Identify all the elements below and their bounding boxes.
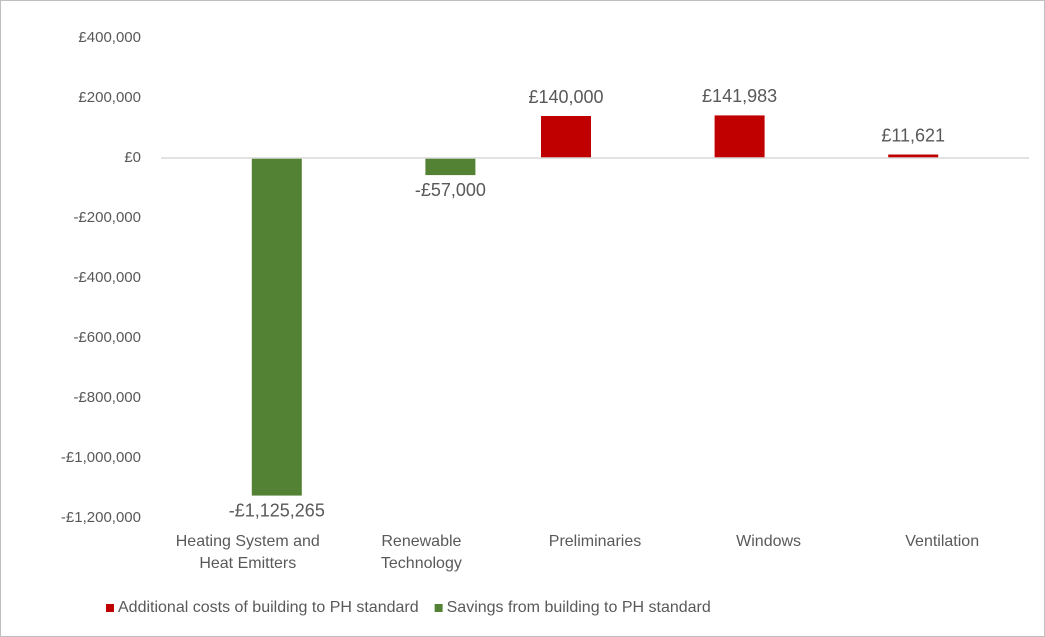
legend-swatch (106, 604, 114, 612)
data-label: -£57,000 (415, 180, 486, 200)
y-tick-label: £400,000 (78, 29, 141, 46)
x-tick-label: Heating System and Heat Emitters (175, 533, 320, 572)
data-label: -£1,125,265 (229, 500, 325, 520)
data-label: £11,621 (881, 125, 945, 145)
y-tick-label: -£1,200,000 (61, 509, 141, 526)
y-tick-label: -£600,000 (73, 329, 141, 346)
bar (888, 154, 939, 158)
x-tick-label: Ventilation (905, 533, 980, 550)
legend-swatch (434, 604, 443, 612)
x-tick-label: Renewable Technology (380, 533, 462, 572)
legend-label: Savings from building to PH standard (447, 599, 711, 616)
y-tick-label: £200,000 (78, 89, 141, 106)
x-tick-label: Preliminaries (548, 533, 642, 550)
y-tick-label: -£200,000 (73, 209, 141, 226)
y-tick-label: -£800,000 (73, 389, 141, 406)
legend-label: Additional costs of building to PH stand… (118, 599, 419, 616)
y-tick-label: £0 (124, 149, 141, 166)
bar (425, 158, 476, 176)
bar (251, 158, 302, 496)
x-tick-label: Windows (736, 533, 802, 550)
data-label: £141,983 (702, 86, 777, 106)
data-label: £140,000 (528, 87, 603, 107)
bar (541, 116, 591, 158)
y-tick-label: -£400,000 (73, 269, 141, 286)
bar (714, 115, 765, 158)
y-tick-label: -£1,000,000 (61, 449, 141, 466)
